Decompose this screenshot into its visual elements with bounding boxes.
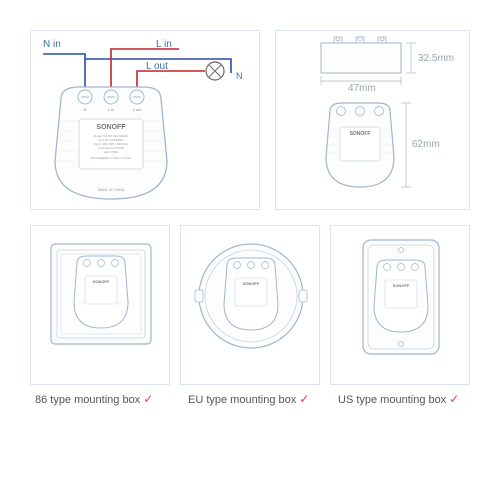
svg-text:N: N bbox=[84, 107, 87, 112]
dim-width-top: 47mm bbox=[348, 83, 376, 94]
caption-86: 86 type mounting box✓ bbox=[35, 392, 153, 406]
mount-86-panel: SONOFF bbox=[30, 225, 170, 385]
svg-text:WiFi:IEEE802.11 b/g/n 2.4GHz: WiFi:IEEE802.11 b/g/n 2.4GHz bbox=[90, 156, 132, 160]
mount-us-svg: SONOFF bbox=[331, 226, 471, 386]
svg-text:LED:150W: LED:150W bbox=[104, 150, 119, 154]
check-86: ✓ bbox=[143, 392, 153, 406]
caption-eu-text: EU type mounting box bbox=[188, 394, 296, 406]
caption-us: US type mounting box✓ bbox=[338, 392, 459, 406]
svg-text:L out: L out bbox=[133, 107, 143, 112]
svg-text:SONOFF: SONOFF bbox=[93, 279, 110, 284]
mount-86-svg: SONOFF bbox=[31, 226, 171, 386]
wiring-svg: N L in L out SONOFF Model: D1 RF:433.92M… bbox=[31, 31, 261, 211]
svg-text:SONOFF: SONOFF bbox=[393, 283, 410, 288]
mount-us-panel: SONOFF bbox=[330, 225, 470, 385]
caption-86-text: 86 type mounting box bbox=[35, 394, 140, 406]
check-us: ✓ bbox=[449, 392, 459, 406]
wiring-panel: N in L in L out N N L in L out SONOFF Mo… bbox=[30, 30, 260, 210]
dimensions-panel: SONOFF 32.5mm 47mm 62mm bbox=[275, 30, 470, 210]
svg-text:MADE IN CHINA: MADE IN CHINA bbox=[98, 188, 125, 192]
svg-text:SONOFF: SONOFF bbox=[243, 281, 260, 286]
caption-us-text: US type mounting box bbox=[338, 394, 446, 406]
brand-text: SONOFF bbox=[96, 124, 126, 131]
mount-eu-panel: SONOFF bbox=[180, 225, 320, 385]
svg-text:SONOFF: SONOFF bbox=[350, 131, 371, 137]
mount-eu-svg: SONOFF bbox=[181, 226, 321, 386]
dim-height-top: 32.5mm bbox=[418, 53, 454, 64]
caption-eu: EU type mounting box✓ bbox=[188, 392, 309, 406]
check-eu: ✓ bbox=[299, 392, 309, 406]
dim-height-front: 62mm bbox=[412, 139, 440, 150]
svg-text:L in: L in bbox=[108, 107, 114, 112]
